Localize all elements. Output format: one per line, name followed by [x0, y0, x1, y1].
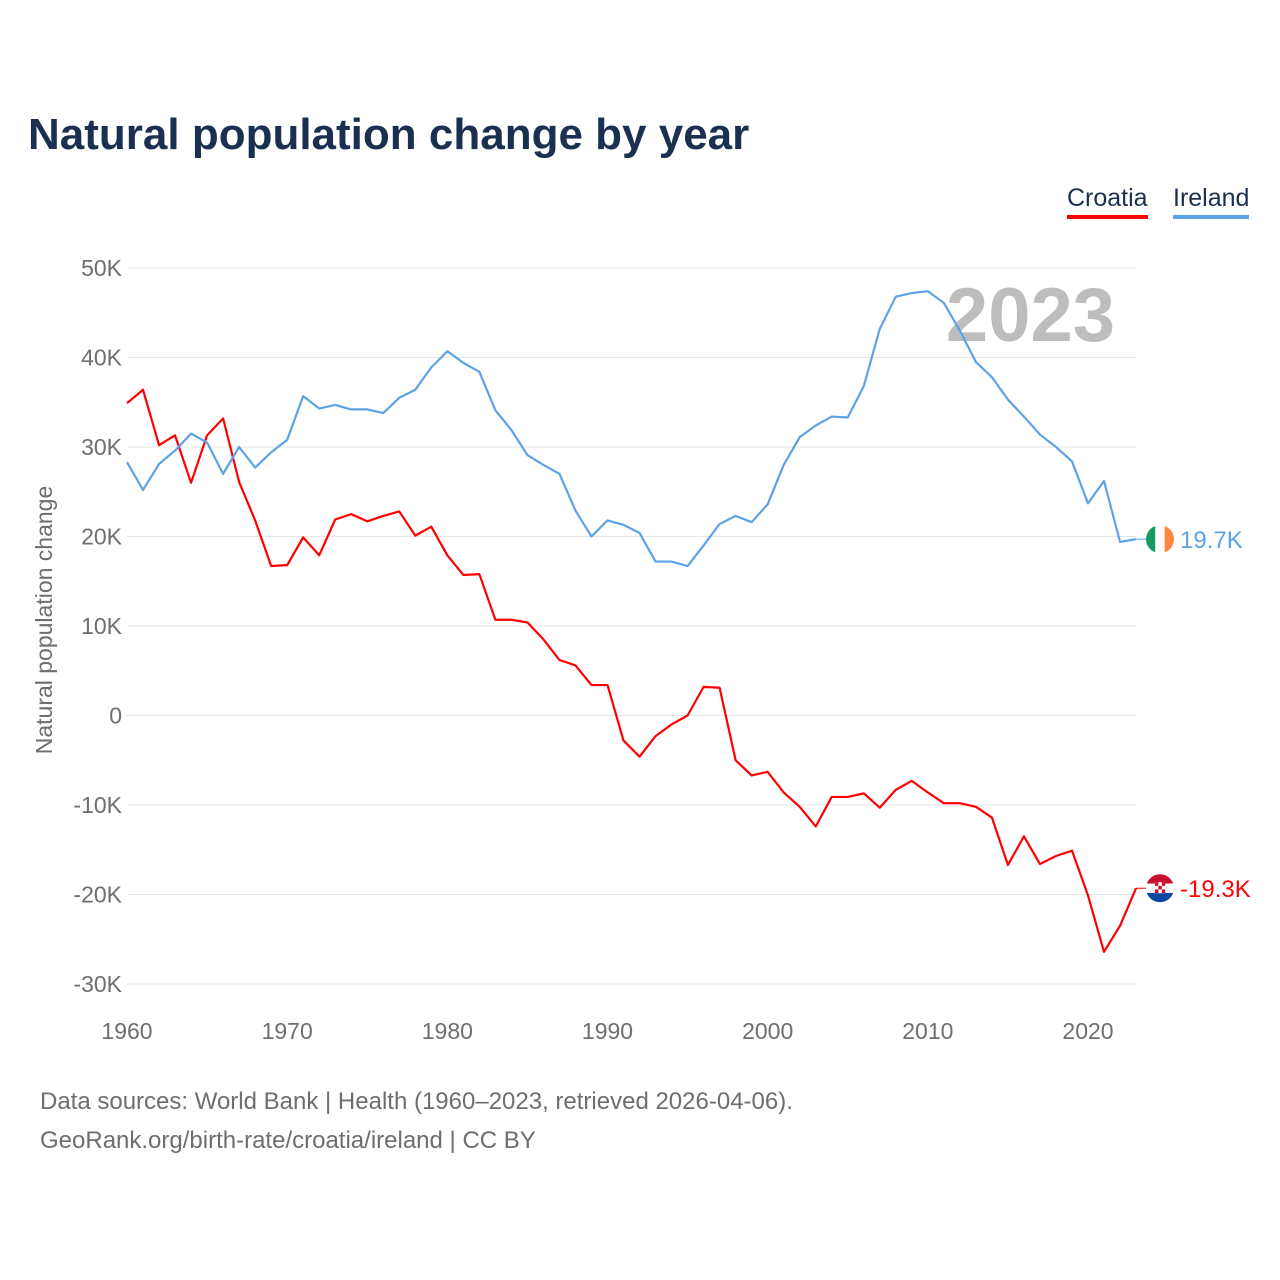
x-tick-label: 1980 [422, 1018, 473, 1044]
y-tick-label: -20K [73, 882, 122, 908]
croatia-flag-icon [1146, 874, 1174, 903]
x-tick-label: 2000 [742, 1018, 793, 1044]
x-tick-label: 1960 [101, 1018, 152, 1044]
y-tick-label: 0 [109, 703, 122, 729]
chart-area: 50K 40K 30K 20K 10K 0 -10K -20K -30K 1960 1970 1980… [31, 255, 1251, 1044]
end-value-label-ireland: 19.7K [1180, 527, 1243, 554]
chart-title: Natural population change by year [28, 110, 750, 159]
y-tick-label: -30K [73, 971, 122, 997]
legend-croatia[interactable]: Croatia [1067, 184, 1148, 219]
x-tick-label: 1990 [582, 1018, 633, 1044]
series-line-ireland [126, 290, 1137, 568]
y-tick-label: 10K [81, 613, 123, 639]
x-tick-label: 2010 [902, 1018, 953, 1044]
legend-ireland[interactable]: Ireland [1173, 184, 1250, 219]
x-tick-label: 2020 [1062, 1018, 1113, 1044]
end-value-label-croatia: -19.3K [1180, 876, 1251, 903]
y-tick-label: 20K [81, 524, 123, 550]
y-axis-label: Natural population change [31, 486, 57, 755]
y-tick-label: 30K [81, 434, 123, 460]
ireland-flag-icon [1146, 525, 1174, 554]
y-tick-label: 40K [81, 345, 123, 371]
y-tick-label: -10K [73, 792, 122, 818]
source-link[interactable]: GeoRank.org/birth-rate/croatia/ireland |… [40, 1127, 536, 1154]
year-watermark: 2023 [946, 273, 1115, 358]
y-tick-label: 50K [81, 255, 123, 281]
series-line-croatia [126, 388, 1138, 953]
source-note: Data sources: World Bank | Health (1960–… [40, 1088, 793, 1115]
x-tick-label: 1970 [262, 1018, 313, 1044]
